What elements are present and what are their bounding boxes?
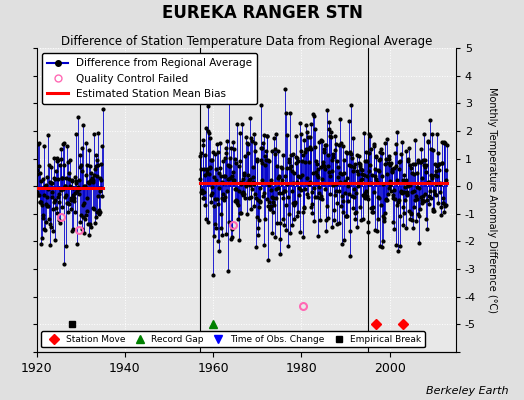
Legend: Station Move, Record Gap, Time of Obs. Change, Empirical Break: Station Move, Record Gap, Time of Obs. C… bbox=[41, 331, 425, 348]
Y-axis label: Monthly Temperature Anomaly Difference (°C): Monthly Temperature Anomaly Difference (… bbox=[487, 87, 497, 313]
Text: EUREKA RANGER STN: EUREKA RANGER STN bbox=[161, 4, 363, 22]
Text: Berkeley Earth: Berkeley Earth bbox=[426, 386, 508, 396]
Title: Difference of Station Temperature Data from Regional Average: Difference of Station Temperature Data f… bbox=[61, 35, 432, 48]
